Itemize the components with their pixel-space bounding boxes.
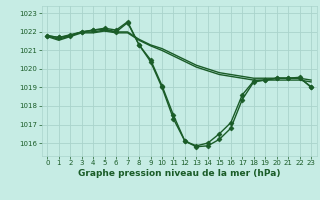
X-axis label: Graphe pression niveau de la mer (hPa): Graphe pression niveau de la mer (hPa): [78, 169, 280, 178]
